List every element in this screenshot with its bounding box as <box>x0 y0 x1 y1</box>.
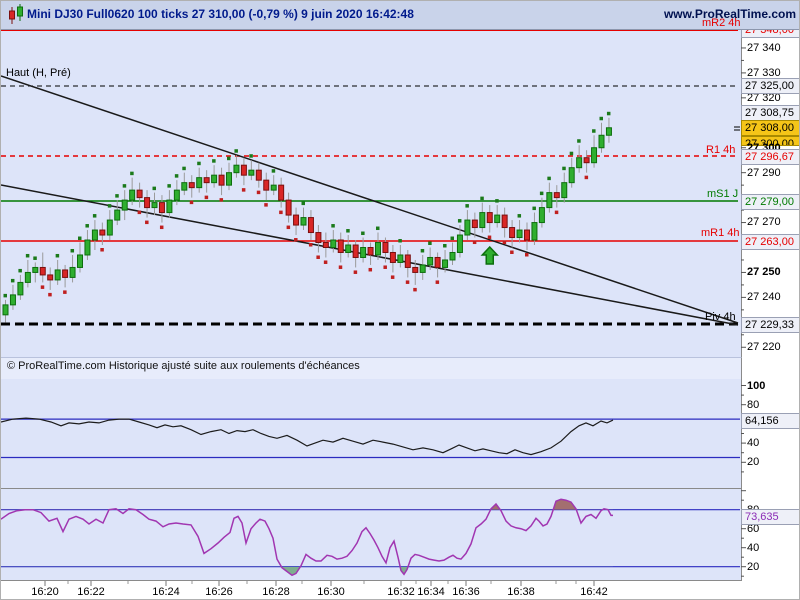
time-label: 16:26 <box>205 586 233 598</box>
indicator-panel-1[interactable] <box>1 379 742 489</box>
price-axis-box: 27 263,00 <box>741 234 799 250</box>
instrument-title: Mini DJ30 Full0620 100 ticks 27 310,00 (… <box>27 7 414 21</box>
copyright-note: © ProRealTime.com Historique ajusté suit… <box>7 360 360 372</box>
time-label: 16:24 <box>152 586 180 598</box>
time-label: 16:30 <box>317 586 345 598</box>
price-tick-label: 27 220 <box>747 341 781 353</box>
oscillator-tick-label: 40 <box>747 437 760 450</box>
price-tick-label: 27 270 <box>747 216 781 228</box>
level-label-mr1-4h: mR1 4h <box>701 227 740 239</box>
oscillator-value-box: 73,635 <box>741 508 799 525</box>
oscillator-tick-label: 60 <box>747 522 760 535</box>
website-link[interactable]: www.ProRealTime.com <box>663 7 796 21</box>
price-tick-label: 27 320 <box>747 92 781 104</box>
level-label-piv-4h: Piv 4h <box>705 311 736 323</box>
title-bar: Mini DJ30 Full0620 100 ticks 27 310,00 (… <box>1 1 799 30</box>
level-label-haut-h-pr-: Haut (H, Pré) <box>6 67 71 79</box>
level-label-mr2-4h: mR2 4h <box>702 17 741 29</box>
time-label: 16:34 <box>417 586 445 598</box>
price-axis-box: 27 325,00 <box>741 78 799 94</box>
time-axis <box>1 581 799 599</box>
level-label-ms1-j: mS1 J <box>707 188 739 200</box>
oscillator-value-box: 64,156 <box>741 412 799 429</box>
time-label: 16:32 <box>387 586 415 598</box>
time-label: 16:20 <box>31 586 59 598</box>
oscillator-tick-label: 100 <box>747 379 766 392</box>
price-tick-label: 27 330 <box>747 67 781 79</box>
time-label: 16:38 <box>507 586 535 598</box>
price-tick-label: 27 290 <box>747 167 781 179</box>
time-label: 16:42 <box>580 586 608 598</box>
price-chart-plot[interactable] <box>1 30 742 357</box>
candlestick-icon <box>9 4 23 24</box>
indicator-panel-2[interactable] <box>1 489 742 581</box>
price-tick-label: 27 250 <box>747 266 781 278</box>
time-label: 16:22 <box>77 586 105 598</box>
price-axis-box: 27 296,67 <box>741 149 799 165</box>
price-axis-box: 27 279,00 <box>741 194 799 210</box>
price-axis-box: 27 308,00 <box>741 120 799 136</box>
time-label: 16:28 <box>262 586 290 598</box>
price-tick-label: 27 340 <box>747 42 781 54</box>
time-label: 16:36 <box>452 586 480 598</box>
oscillator-tick-label: 20 <box>747 560 760 573</box>
price-axis-box: 27 229,33 <box>741 317 799 333</box>
price-axis-box: 27 308,75 <box>741 105 799 121</box>
level-label-r1-4h: R1 4h <box>706 144 736 156</box>
oscillator-tick-label: 80 <box>747 398 760 411</box>
oscillator-tick-label: 40 <box>747 541 760 554</box>
oscillator-tick-label: 20 <box>747 456 760 469</box>
price-axis-box: 27 300,00 <box>741 136 799 146</box>
price-tick-label: 27 240 <box>747 291 781 303</box>
